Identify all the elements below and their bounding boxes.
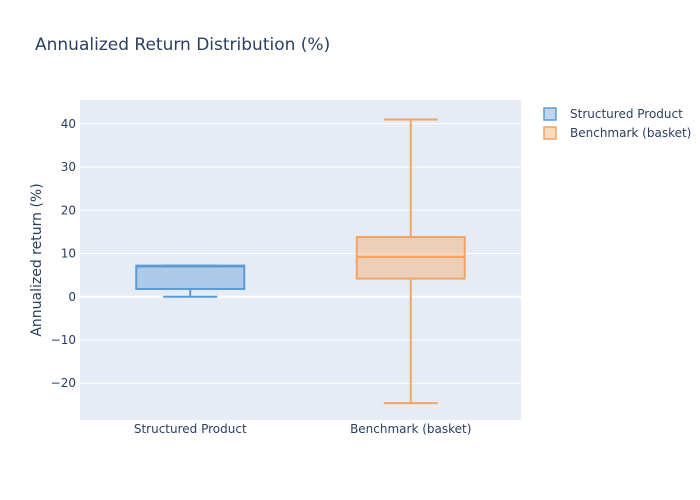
gridlines (80, 123, 521, 384)
legend-item[interactable]: Benchmark (basket) (543, 126, 691, 140)
x-axis-ticks: Structured Product Benchmark (basket) (134, 422, 472, 436)
y-tick-label: 20 (61, 203, 76, 217)
y-tick-label: 40 (61, 117, 76, 131)
x-tick-label: Benchmark (basket) (350, 422, 471, 436)
boxes (135, 118, 466, 405)
x-tick-label: Structured Product (134, 422, 247, 436)
plot-area (80, 100, 521, 420)
legend-label: Benchmark (basket) (570, 126, 691, 140)
y-tick-label: 0 (68, 290, 76, 304)
y-tick-label: −20 (51, 376, 76, 390)
chart-title: Annualized Return Distribution (%) (35, 35, 330, 55)
legend-swatch (543, 107, 557, 121)
y-tick-label: 30 (61, 160, 76, 174)
box-iqr (135, 264, 246, 290)
y-axis-title: Annualized return (%) (29, 183, 45, 336)
y-tick-label: 10 (61, 247, 76, 261)
legend-label: Structured Product (570, 107, 683, 121)
legend-item[interactable]: Structured Product (543, 107, 683, 121)
box-2 (355, 118, 466, 405)
y-axis-ticks: −20 −10 0 10 20 30 40 (51, 117, 76, 390)
legend-swatch (543, 126, 557, 140)
box-1 (135, 264, 246, 298)
y-tick-label: −10 (51, 333, 76, 347)
legend[interactable]: Structured Product Benchmark (basket) (543, 107, 691, 140)
